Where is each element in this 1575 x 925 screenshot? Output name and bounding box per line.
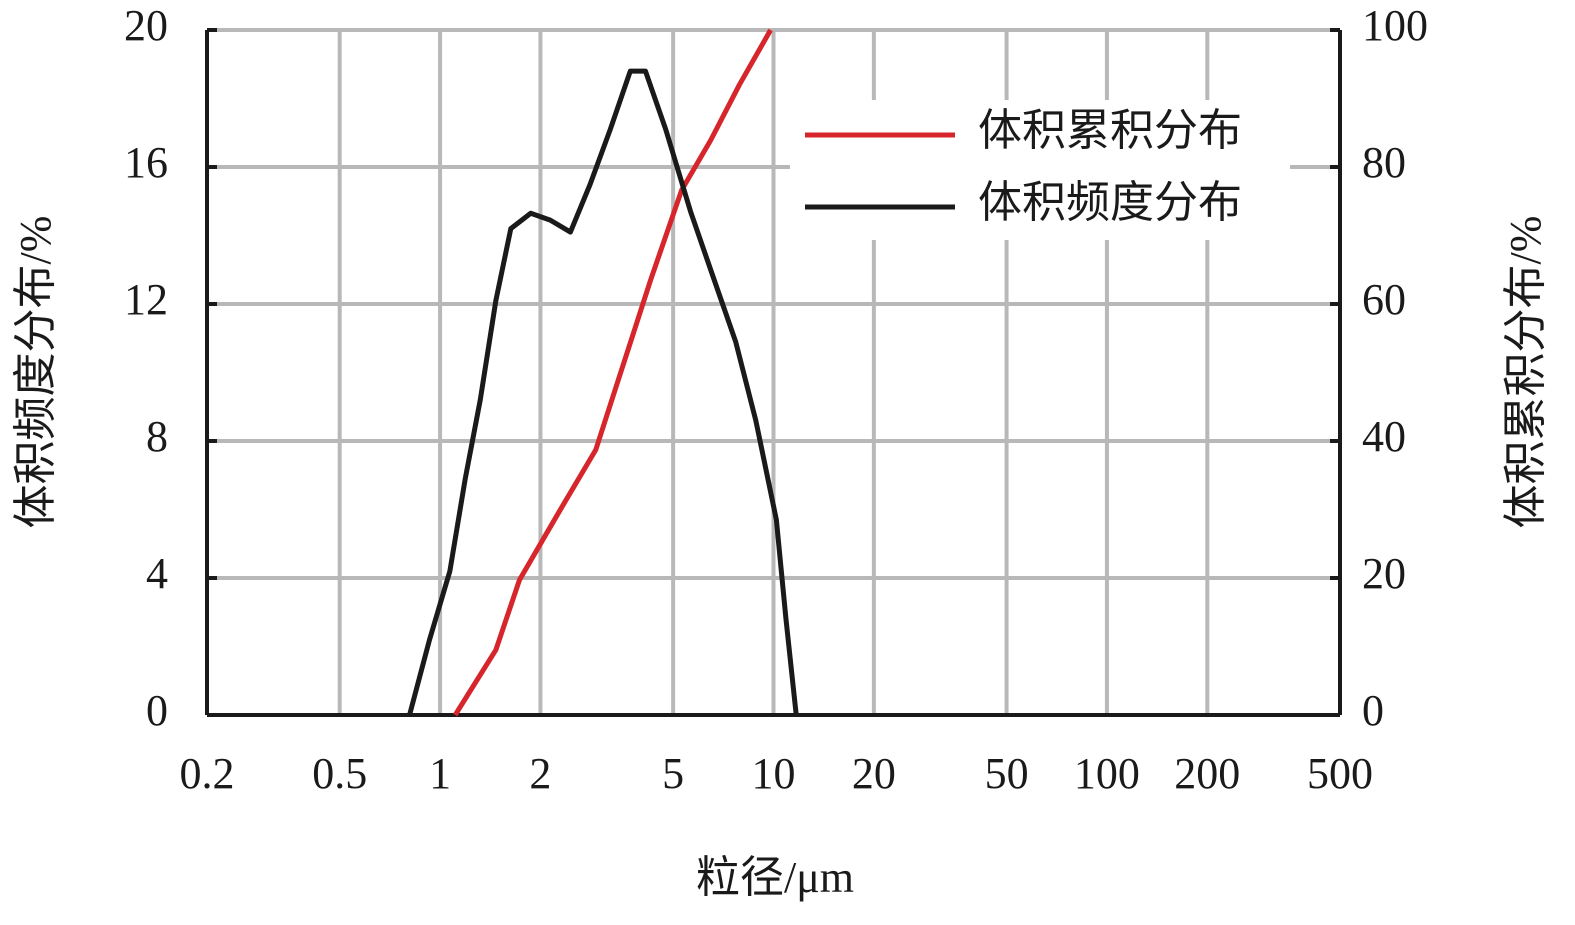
x-tick-label: 100 — [1074, 749, 1140, 798]
y-tick-label: 0 — [146, 686, 168, 735]
x-tick-label: 200 — [1174, 749, 1240, 798]
y-tick-label: 12 — [124, 275, 168, 324]
y-tick-label: 8 — [146, 412, 168, 461]
legend-label: 体积累积分布 — [978, 106, 1242, 155]
y2-tick-label: 100 — [1362, 1, 1428, 50]
x-tick-label: 1 — [429, 749, 451, 798]
data-line — [453, 28, 773, 717]
x-tick-label: 5 — [662, 749, 684, 798]
y-tick-label: 20 — [124, 1, 168, 50]
y-axis-label: 体积频度分布/% — [11, 216, 60, 529]
x-tick-label: 500 — [1307, 749, 1373, 798]
y2-tick-label: 40 — [1362, 412, 1406, 461]
legend-box — [790, 100, 1290, 240]
legend-label: 体积频度分布 — [978, 178, 1242, 227]
x-tick-label: 20 — [852, 749, 896, 798]
y2-tick-label: 60 — [1362, 275, 1406, 324]
x-tick-label: 0.2 — [180, 749, 235, 798]
y2-tick-label: 80 — [1362, 138, 1406, 187]
x-tick-label: 0.5 — [312, 749, 367, 798]
x-tick-label: 2 — [529, 749, 551, 798]
x-tick-label: 50 — [985, 749, 1029, 798]
y2-tick-label: 0 — [1362, 686, 1384, 735]
x-axis-label: 粒径/μm — [696, 853, 854, 902]
data-line — [407, 68, 799, 716]
y-tick-label: 4 — [146, 549, 168, 598]
y2-axis-label: 体积累积分布/% — [1501, 216, 1550, 529]
x-tick-label: 10 — [752, 749, 796, 798]
y2-tick-label: 20 — [1362, 549, 1406, 598]
y-tick-label: 16 — [124, 138, 168, 187]
